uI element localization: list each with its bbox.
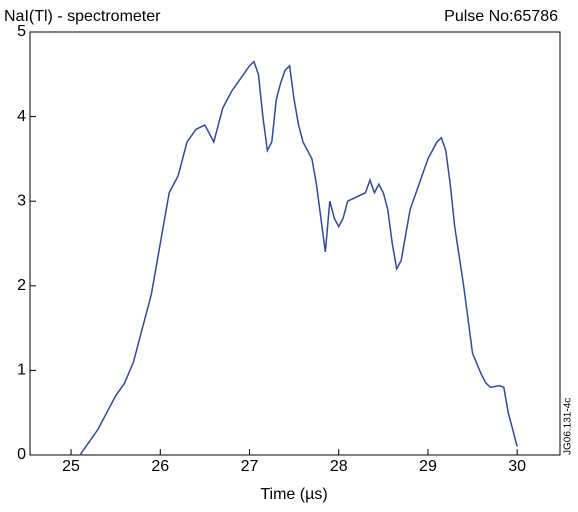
x-tick-label: 27: [241, 458, 259, 475]
plot-frame: [29, 31, 561, 456]
data-line: [79, 60, 518, 456]
y-tick-label: 3: [17, 192, 26, 209]
y-tick-label: 5: [17, 23, 26, 40]
x-tick-label: 25: [62, 458, 80, 475]
chart-title: NaI(Tl) - spectrometer: [4, 8, 161, 25]
x-tick-label: 28: [330, 458, 348, 475]
y-tick-label: 1: [17, 362, 26, 379]
x-tick-label: 29: [419, 458, 437, 475]
x-axis-label: Time (µs): [260, 486, 327, 503]
y-tick-label: 0: [17, 446, 26, 463]
annotation: JG06.131-4c: [563, 398, 574, 455]
x-tick-label: 30: [508, 458, 526, 475]
y-tick-label: 2: [17, 277, 26, 294]
x-tick-label: 26: [151, 458, 169, 475]
chart-subtitle: Pulse No:65786: [444, 8, 558, 25]
y-tick-label: 4: [17, 108, 26, 125]
